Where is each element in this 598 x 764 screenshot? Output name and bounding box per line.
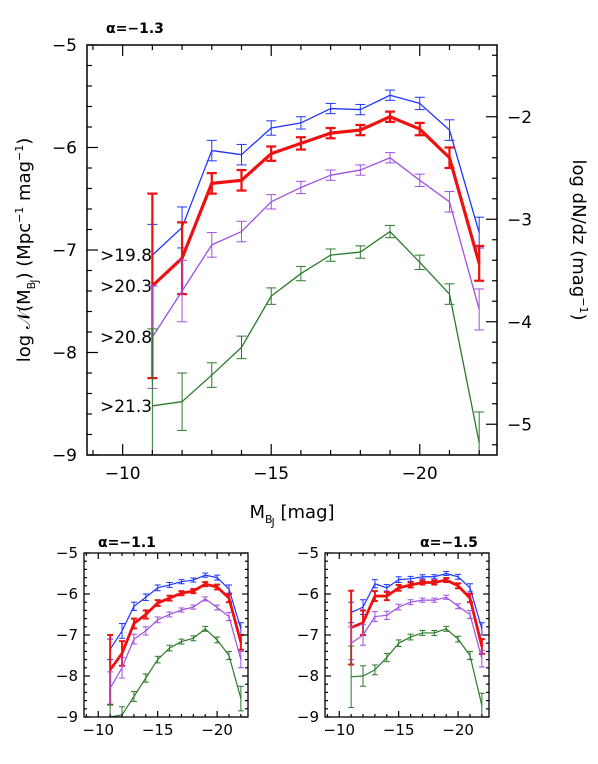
main-legend-label: >20.3: [100, 277, 152, 297]
lower-right-x-tick-label: −10: [323, 721, 355, 739]
lower-right-y-tick-label: −5: [297, 544, 319, 562]
lower-left-series-line: [109, 582, 243, 671]
main-x-axis-label: MBJ [mag]: [249, 502, 334, 529]
lower-right-series-3: [348, 625, 485, 717]
main-y2-axis-label: log dN/dz (mag−1): [568, 160, 590, 321]
main-y-tick-label: −9: [52, 446, 77, 466]
main-legend-label: >19.8: [100, 246, 152, 266]
lower-left-y-tick-label: −6: [56, 585, 78, 603]
main-y2-tick-label: −2: [507, 108, 532, 128]
lower-left-x-tick-label: −15: [142, 721, 174, 739]
main-series-line: [151, 115, 481, 288]
main-x-tick-label: −10: [105, 464, 141, 484]
lower-right-chart-marks: [348, 570, 485, 717]
lower-right-y-tick-label: −7: [297, 626, 319, 644]
svg-text:MBJ [mag]: MBJ [mag]: [249, 502, 334, 529]
lower-left-alpha-annotation: α=−1.1: [98, 535, 156, 551]
main-series-3: >21.3: [100, 224, 485, 455]
lower-right-plot-frame: [324, 552, 490, 718]
main-y2-tick-label: −3: [507, 210, 532, 230]
lower-right-y-tick-label: −8: [297, 667, 319, 685]
svg-text:log 𝒩(MBJ) (Mpc−1 mag−1): log 𝒩(MBJ) (Mpc−1 mag−1): [13, 138, 41, 363]
lower-right-x-tick-label: −15: [383, 721, 415, 739]
main-chart-axes: −10 −15 −20 −5 −6 −7 −8 −9 −2 −3 −4 −5: [52, 36, 532, 484]
main-x-tick-label: −15: [253, 464, 289, 484]
main-x-tick-label: −20: [402, 464, 438, 484]
lower-right-series-line: [350, 596, 483, 659]
lower-right-series-line: [351, 628, 483, 706]
svg-text:log dN/dz (mag−1): log dN/dz (mag−1): [568, 160, 590, 321]
lower-right-x-tick-label: −20: [442, 721, 474, 739]
main-legend-label: >20.8: [100, 328, 152, 348]
lower-left-chart-axes: −10 −15 −20 −5 −6 −7 −8 −9: [56, 544, 248, 739]
lower-left-y-tick-label: −5: [56, 544, 78, 562]
lower-left-y-tick-label: −7: [56, 626, 78, 644]
lower-right-y-tick-label: −6: [297, 585, 319, 603]
main-series-line: [152, 230, 480, 443]
main-y2-tick-label: −4: [507, 313, 532, 333]
lower-left-chart-panel: α=−1.1 −10 −15 −20 −5 −6 −7 −8 −9: [56, 535, 249, 739]
main-chart-panel: α=−1.3 >19.8>20.3>20.8>21.3 −10 −15 −20−5−…: [13, 21, 590, 529]
lower-right-series-1: [348, 577, 485, 666]
main-y-axis-label: log 𝒩(MBJ) (Mpc−1 mag−1): [13, 138, 41, 363]
lower-right-chart-panel: α=−1.5 −10 −15 −20 −5 −6 −7 −8 −9: [297, 535, 490, 739]
main-series-line: [151, 157, 480, 338]
lower-left-series-line: [109, 598, 242, 689]
main-y-tick-label: −5: [52, 36, 77, 56]
lower-left-series-0: [107, 572, 244, 661]
lower-left-y-tick-label: −9: [56, 708, 78, 726]
main-alpha-annotation: α=−1.3: [106, 21, 164, 37]
main-series-0: >19.8: [100, 89, 485, 287]
lower-right-series-line: [350, 572, 483, 630]
main-y-tick-label: −6: [52, 139, 77, 159]
main-y-tick-label: −8: [52, 344, 77, 364]
lower-left-x-tick-label: −20: [201, 721, 233, 739]
lower-left-series-2: [107, 596, 244, 706]
lower-left-y-tick-label: −8: [56, 667, 78, 685]
main-series-line: [151, 94, 480, 256]
lower-left-x-tick-label: −10: [82, 721, 114, 739]
main-y2-tick-label: −5: [507, 415, 532, 435]
lower-right-y-tick-label: −9: [297, 708, 319, 726]
lower-left-series-line: [109, 574, 242, 650]
main-series-1: >20.3: [100, 110, 485, 380]
lower-right-series-2: [348, 594, 485, 668]
lower-left-series-1: [107, 581, 244, 706]
main-legend-label: >21.3: [100, 397, 152, 417]
lower-right-chart-axes: −10 −15 −20 −5 −6 −7 −8 −9: [297, 544, 489, 739]
lower-right-series-line: [350, 578, 484, 647]
lower-left-chart-marks: [107, 572, 244, 718]
main-y-tick-label: −7: [52, 241, 77, 261]
main-series-2: >20.8: [100, 152, 485, 389]
lower-left-series-line: [110, 628, 242, 718]
main-chart-marks: >19.8 >20.3 >20.8 >21.3: [100, 89, 485, 455]
lower-right-alpha-annotation: α=−1.5: [420, 535, 478, 551]
